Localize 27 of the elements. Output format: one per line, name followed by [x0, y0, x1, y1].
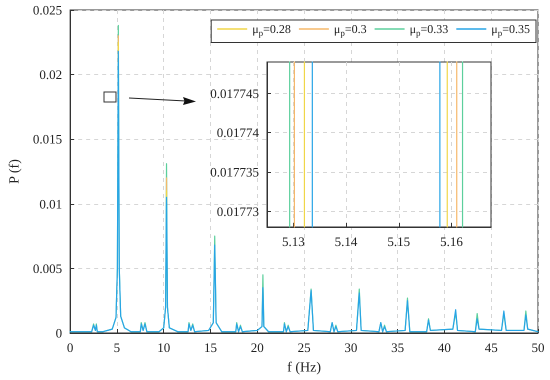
x-tick-label: 0: [66, 340, 74, 355]
y-tick-label: 0.017735: [210, 164, 259, 180]
x-tick-label: 10: [157, 340, 170, 355]
x-tick-label: 30: [344, 340, 358, 355]
x-tick-label: 5: [114, 340, 120, 355]
x-tick-label: 50: [532, 340, 544, 355]
x-tick-label: 40: [438, 340, 451, 355]
x-tick-label: 45: [484, 340, 498, 355]
x-tick-label: 35: [391, 340, 404, 355]
y-tick-label: 0.017745: [210, 86, 259, 101]
y-tick-label: 0.025: [32, 2, 62, 18]
x-tick-label: 20: [250, 340, 264, 355]
y-tick-label: 0.005: [32, 260, 62, 276]
x-tick-label: 25: [298, 340, 311, 355]
y-tick-label: 0.01: [39, 196, 62, 212]
x-tick-label: 5.13: [282, 234, 305, 249]
x-tick-label: 5.15: [387, 234, 410, 249]
y-tick-label: 0.01773: [216, 204, 259, 219]
x-tick-label: 5.16: [440, 234, 464, 249]
y-tick-label: 0.01774: [216, 125, 260, 140]
x-tick-label: 15: [204, 340, 218, 355]
y-tick-label: 0: [56, 326, 62, 340]
x-tick-label: 5.14: [334, 234, 358, 249]
y-axis-title: P (f): [8, 158, 22, 184]
x-axis-title: f (Hz): [287, 360, 322, 376]
y-tick-label: 0.02: [39, 67, 62, 82]
y-tick-label: 0.015: [32, 132, 62, 147]
